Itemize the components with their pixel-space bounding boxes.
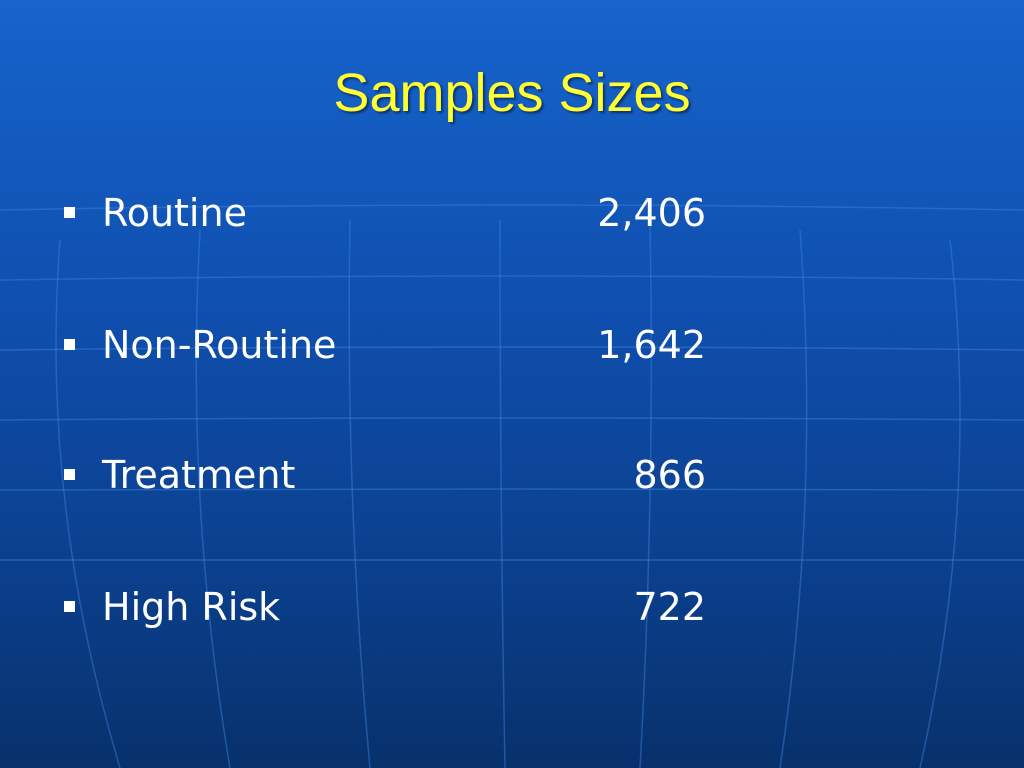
item-label: Treatment [102,453,296,497]
bullet [64,207,75,218]
item-value: 722 [633,585,706,629]
slide-title: Samples Sizes [333,63,691,123]
list-item: High Risk 722 [0,579,1024,639]
item-value: 2,406 [597,191,706,235]
list-item: Routine 2,406 [0,185,1024,245]
bullet [64,339,75,350]
list-item: Treatment 866 [0,447,1024,507]
bullet [64,469,75,480]
item-label: Non-Routine [102,323,337,367]
item-label: Routine [102,191,247,235]
list-item: Non-Routine 1,642 [0,317,1024,377]
item-value: 866 [633,453,706,497]
bullet [64,601,75,612]
item-label: High Risk [102,585,281,629]
item-value: 1,642 [597,323,706,367]
